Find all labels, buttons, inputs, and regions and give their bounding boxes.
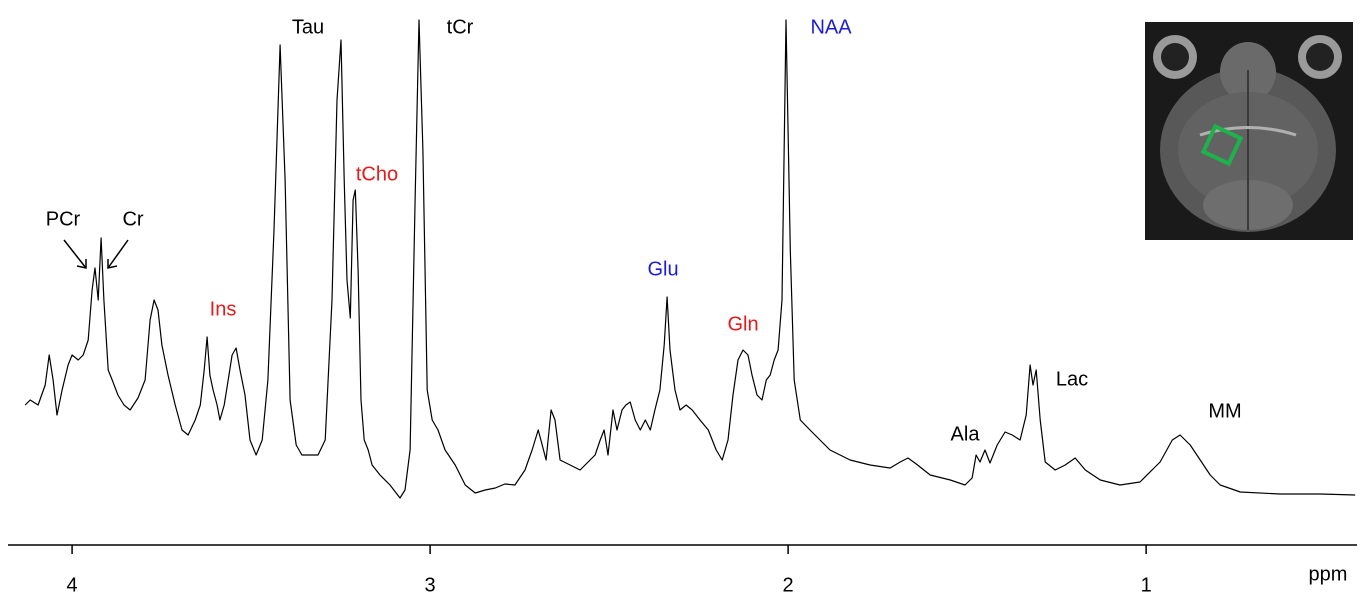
x-tick-label: 1 (1141, 574, 1152, 596)
peak-label: Gln (727, 313, 758, 335)
x-axis-label: ppm (1309, 563, 1348, 585)
spectrum-line (24, 19, 1356, 499)
peak-label: Glu (647, 258, 678, 280)
peak-label: Ins (210, 298, 237, 320)
peak-label: Cr (122, 208, 143, 230)
peak-label: tCr (447, 16, 474, 38)
x-tick-label: 2 (783, 574, 794, 596)
peak-label: Tau (292, 16, 324, 38)
x-tick-label: 3 (425, 574, 436, 596)
peak-label: tCho (356, 163, 398, 185)
peak-label: MM (1208, 400, 1241, 422)
x-tick-label: 4 (67, 574, 78, 596)
peak-label: NAA (810, 16, 852, 38)
peak-label: PCr (46, 208, 81, 230)
peak-label: Lac (1056, 368, 1088, 390)
peak-label: Ala (951, 423, 981, 445)
annotation-arrows (63, 239, 129, 269)
mri-inset (1145, 22, 1353, 240)
